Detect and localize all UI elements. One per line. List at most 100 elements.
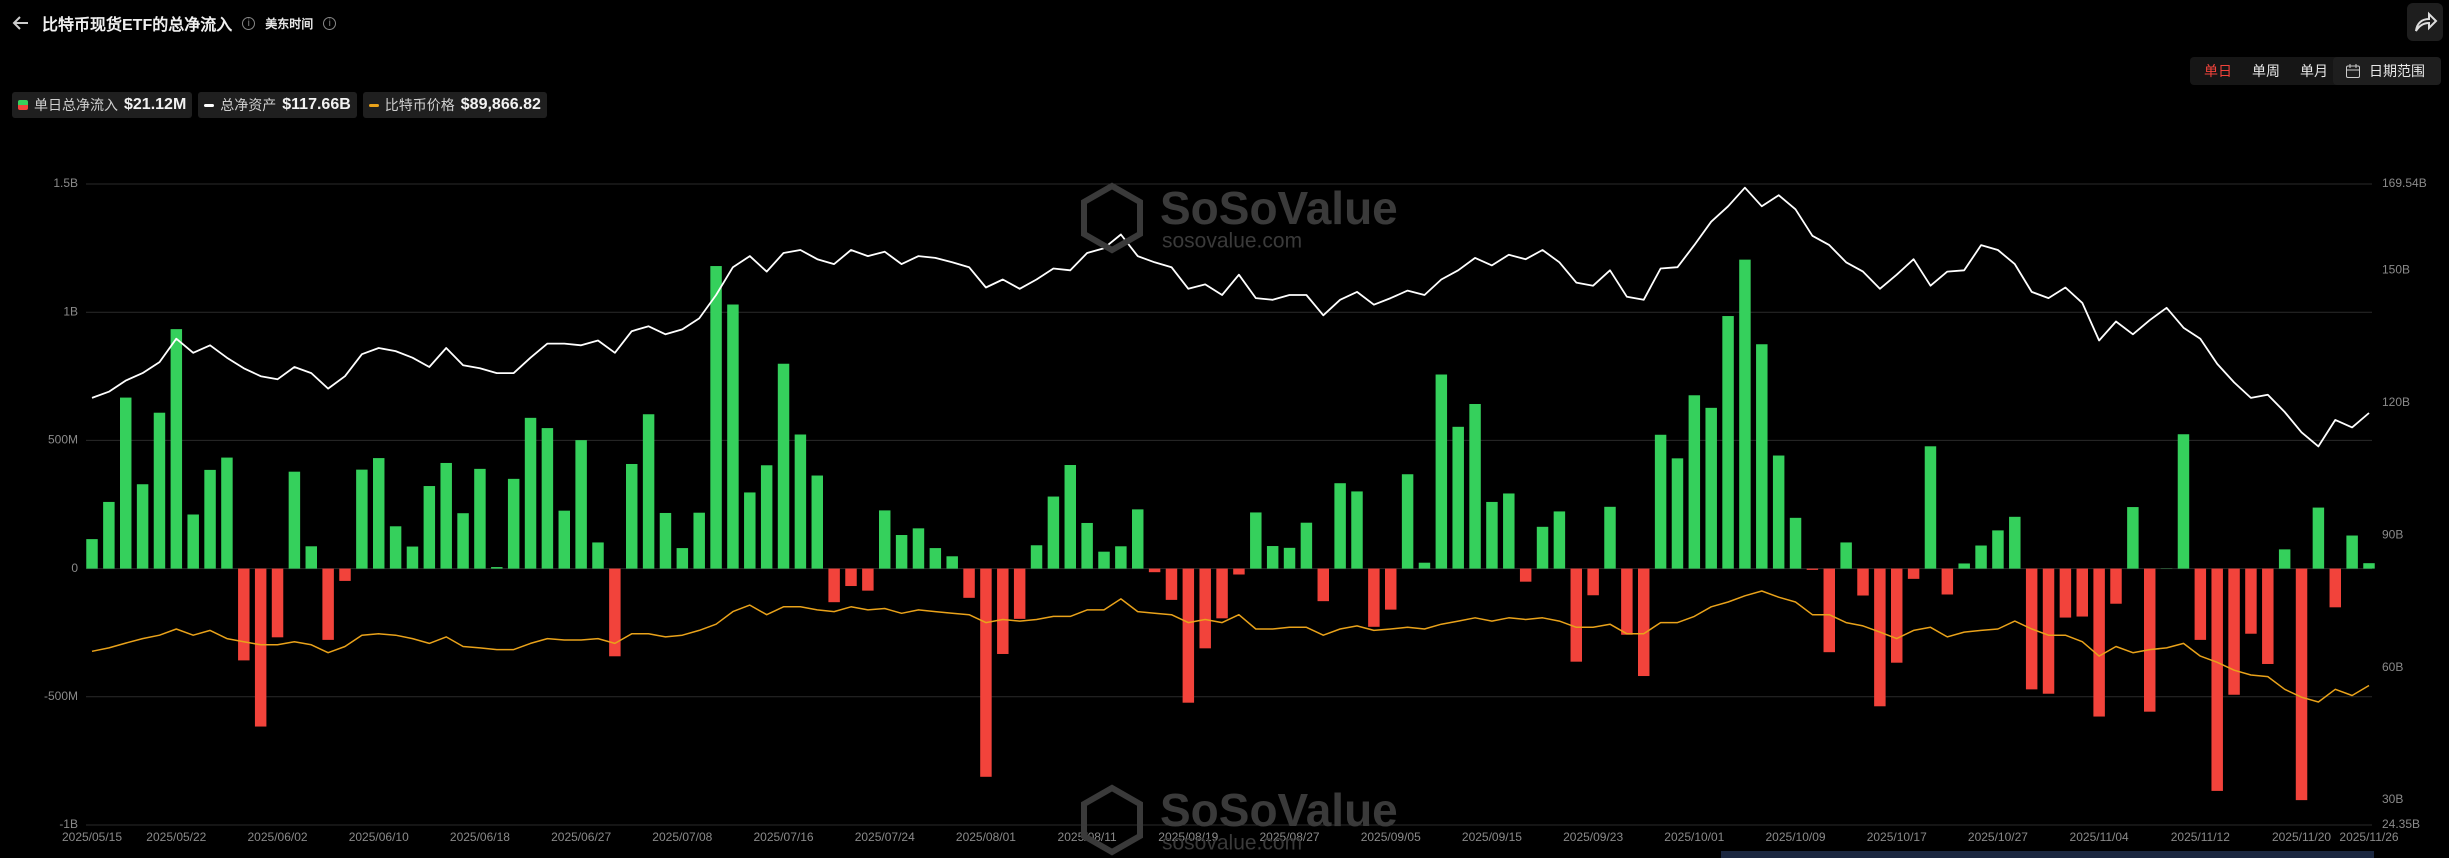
line: [91, 590, 2370, 703]
legend-item[interactable]: 单日总净流入 $21.12M: [12, 92, 193, 118]
bar: [878, 510, 891, 569]
bar: [811, 475, 824, 569]
bar: [575, 440, 587, 569]
x-tick-label: 2025/10/27: [1968, 830, 2028, 844]
bar: [1536, 526, 1549, 569]
period-option[interactable]: 单月: [2300, 63, 2328, 79]
x-tick-label: 2025/08/27: [1260, 830, 1320, 844]
share-button[interactable]: [2407, 3, 2443, 41]
bar: [659, 512, 672, 569]
y2-tick-label: 60B: [2382, 660, 2403, 674]
watermark-site: sosovalue.com: [1162, 832, 1302, 855]
bar: [760, 465, 773, 569]
y2-tick-label: 24.35B: [2382, 817, 2420, 831]
bar: [1722, 316, 1734, 569]
bar: [1469, 403, 1481, 569]
bar: [1435, 374, 1448, 569]
legend-item[interactable]: 比特币价格 $89,866.82: [362, 92, 547, 118]
legend-name: 总净资产: [220, 97, 277, 113]
bar: [423, 486, 436, 569]
bar: [1654, 434, 1667, 569]
bar: [1486, 501, 1498, 569]
bar: [1739, 259, 1751, 569]
bar: [2346, 535, 2358, 569]
bar: [1300, 522, 1313, 569]
bar: [2042, 568, 2055, 694]
bar: [1098, 551, 1110, 569]
bar: [406, 546, 419, 569]
x-tick-label: 2025/05/22: [146, 830, 206, 844]
line: [91, 186, 2370, 448]
bar: [440, 462, 452, 569]
date-range-button[interactable]: 日期范围: [2333, 57, 2441, 85]
bar: [271, 568, 284, 638]
bar: [1199, 568, 1211, 649]
legend-swatch: [368, 103, 379, 107]
y2-tick-label: 150B: [2382, 262, 2410, 276]
bar: [2228, 568, 2240, 695]
bar: [592, 542, 604, 569]
legend-name: 单日总净流入: [34, 97, 118, 113]
bar: [1131, 509, 1144, 569]
bar: [187, 514, 199, 569]
x-tick-label: 2025/10/17: [1867, 830, 1927, 844]
y2-tick-label: 120B: [2382, 395, 2410, 409]
bar: [541, 428, 554, 569]
info-icon[interactable]: i: [323, 16, 337, 30]
info-icon[interactable]: i: [242, 16, 256, 30]
bar: [170, 329, 183, 569]
bar: [862, 568, 874, 591]
y-tick-label: 500M: [48, 433, 78, 447]
bar: [2312, 507, 2325, 569]
legend-swatch: [18, 100, 28, 110]
period-switch: 单日 单周 单月: [2190, 57, 2342, 85]
bar: [2059, 568, 2072, 618]
bar: [1047, 496, 1060, 569]
bar: [305, 546, 318, 569]
period-option[interactable]: 单周: [2252, 63, 2280, 79]
bar: [895, 535, 908, 569]
watermark: SoSoValue sosovalue.com: [1081, 182, 1398, 254]
back-button[interactable]: [10, 12, 32, 34]
bar: [1334, 483, 1346, 569]
bar: [103, 501, 115, 569]
x-tick-label: 2025/06/02: [248, 830, 308, 844]
bar: [339, 568, 351, 581]
bar: [794, 434, 807, 569]
bar: [1519, 568, 1532, 582]
bar: [1874, 568, 1886, 707]
legend-name: 比特币价格: [384, 97, 455, 113]
bar: [912, 528, 925, 569]
bar: [1553, 511, 1566, 569]
legend: 单日总净流入 $21.12M 总净资产 $117.66B 比特币价格 $89,866.82: [12, 92, 547, 118]
bar: [2076, 568, 2089, 617]
bar: [1637, 568, 1650, 677]
period-option[interactable]: 单日: [2204, 63, 2232, 79]
bar: [221, 457, 233, 569]
bar: [1182, 568, 1195, 703]
bar: [491, 567, 503, 569]
bar: [1452, 426, 1464, 569]
bar: [288, 471, 301, 569]
bar: [1233, 568, 1245, 575]
y-tick-label: 0: [71, 561, 78, 575]
y-tick-label: -1B: [59, 817, 78, 831]
legend-item[interactable]: 总净资产 $117.66B: [198, 92, 357, 118]
bar: [1368, 568, 1380, 627]
bar: [86, 539, 98, 569]
bar: [929, 548, 942, 569]
page-title: 比特币现货ETF的总净流入: [42, 17, 233, 34]
legend-swatch: [204, 103, 215, 107]
scroll-bar[interactable]: [1721, 851, 2374, 858]
bar: [625, 463, 638, 569]
x-tick-label: 2025/10/01: [1664, 830, 1724, 844]
y2-tick-label: 90B: [2382, 527, 2403, 541]
bar: [1165, 568, 1178, 600]
x-tick-label: 2025/11/12: [2171, 830, 2230, 844]
bar: [2194, 568, 2207, 640]
bar: [1030, 545, 1043, 569]
bar: [1992, 530, 2004, 569]
bar: [2110, 568, 2122, 604]
x-tick-label: 2025/09/23: [1563, 830, 1623, 844]
bar: [2278, 549, 2291, 569]
